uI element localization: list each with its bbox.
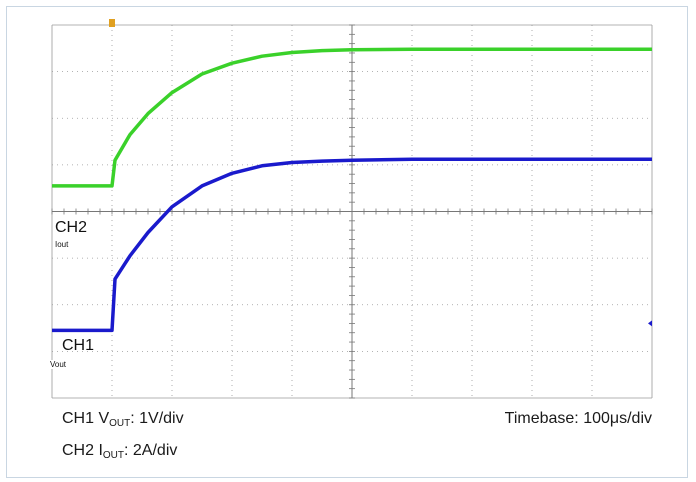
traces (52, 47, 652, 333)
ch1-scale-caption: CH1 VOUT: 1V/div (62, 410, 184, 429)
trace-ch1 (52, 157, 652, 333)
markers (109, 19, 652, 327)
ch1-caption-scale: : 1V/div (130, 410, 184, 427)
ch2-caption-sub: OUT (102, 450, 125, 461)
trigger-level-marker (648, 320, 652, 327)
trace-ch2 (52, 47, 652, 188)
graticule (51, 24, 653, 399)
trigger-marker (109, 19, 115, 27)
ch2-scale-caption: CH2 IOUT: 2A/div (62, 442, 177, 461)
ch2-label: CH2 (55, 219, 88, 236)
ch2-caption-scale: : 2A/div (124, 442, 178, 459)
figure-frame (6, 6, 688, 478)
ch1-caption-prefix: CH1 V (62, 410, 110, 427)
ch2-caption-prefix: CH2 I (62, 442, 103, 459)
ch1-label: CH1 (62, 337, 95, 354)
ch1-tag: Vout (50, 360, 67, 369)
timebase-caption: Timebase: 100μs/div (504, 410, 652, 427)
ch1-caption-sub: OUT (109, 418, 131, 429)
ch2-tag: Iout (55, 240, 69, 249)
